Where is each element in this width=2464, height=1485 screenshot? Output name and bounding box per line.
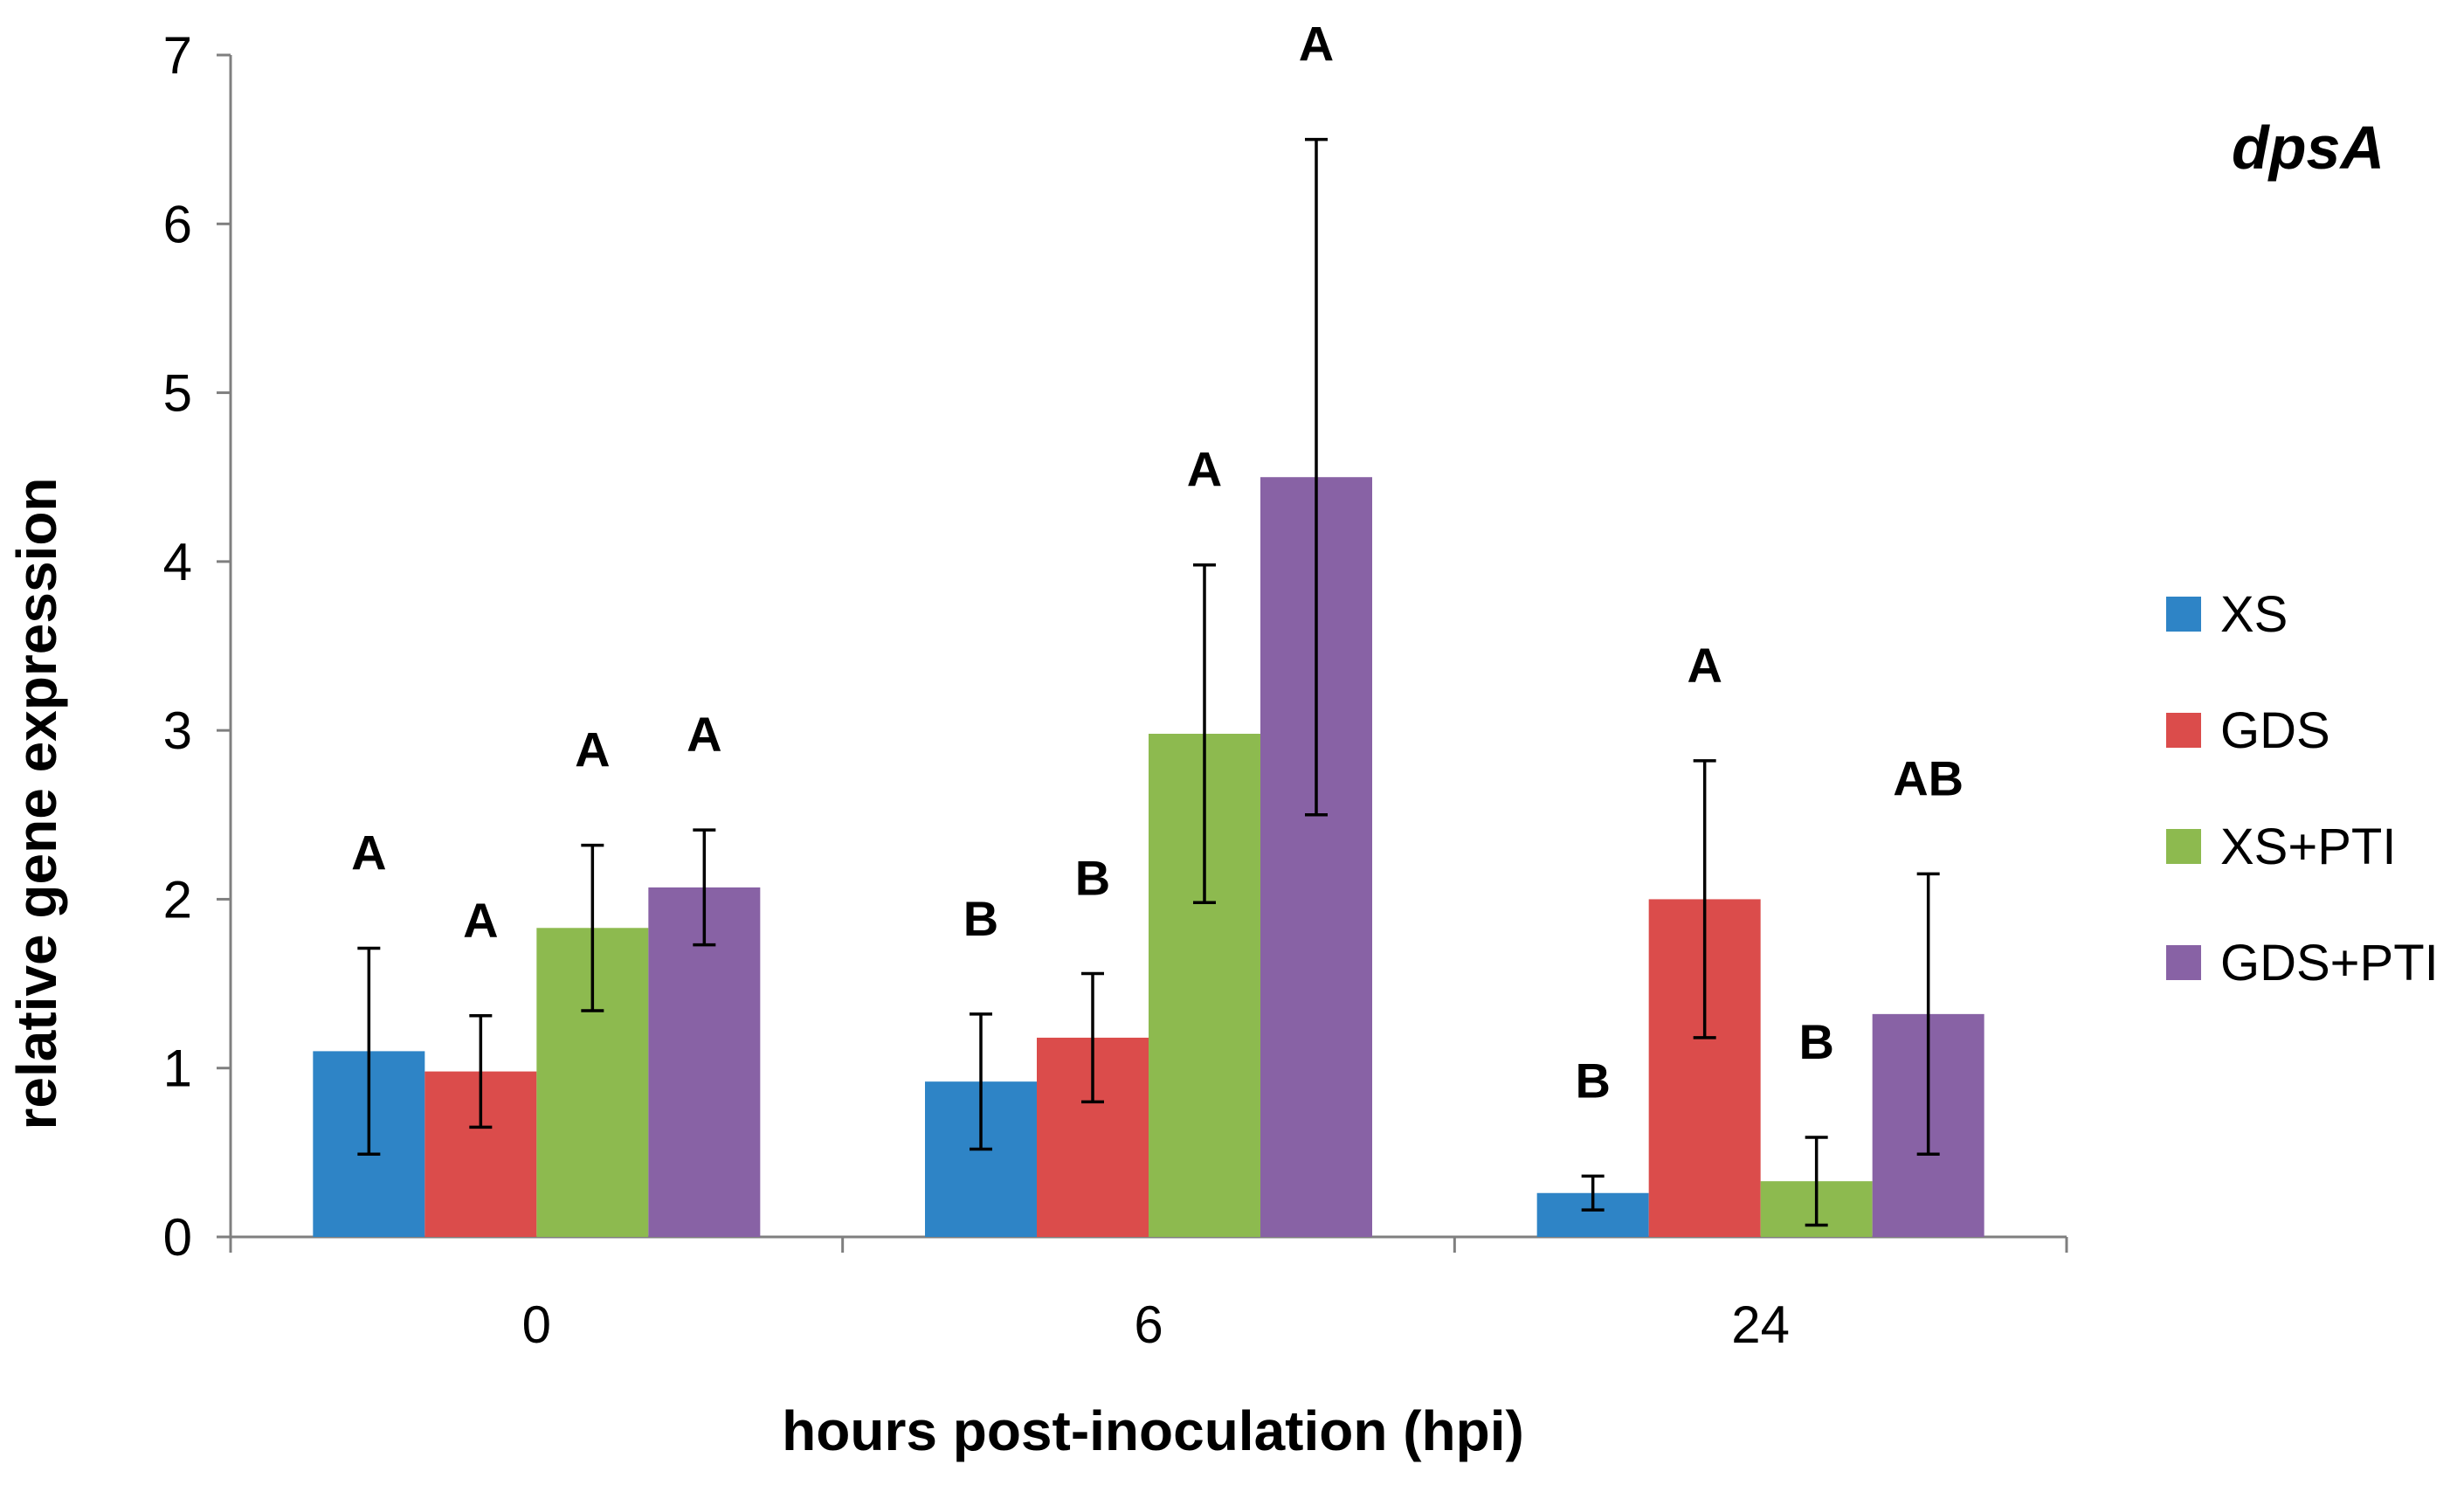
x-axis-title: hours post-inoculation (hpi) (782, 1399, 1524, 1462)
significance-letter: B (1575, 1053, 1610, 1108)
significance-letter: B (1075, 850, 1110, 905)
error-bar (1916, 872, 1940, 1157)
y-tick-label: 3 (163, 701, 192, 760)
error-bar (581, 843, 604, 1012)
legend-swatch (2166, 713, 2201, 748)
significance-letter: A (1687, 638, 1722, 693)
y-tick-label: 1 (163, 1040, 192, 1098)
x-tick-label: 6 (1134, 1295, 1163, 1354)
x-tick-label: 24 (1731, 1295, 1790, 1354)
x-tick-label: 0 (522, 1295, 551, 1354)
significance-letter: A (687, 707, 721, 762)
error-bar (469, 1014, 493, 1129)
error-bar (357, 946, 381, 1157)
legend-swatch (2166, 829, 2201, 864)
error-bars (357, 137, 1940, 1227)
error-bar (1581, 1174, 1605, 1212)
y-tick-label: 2 (163, 870, 192, 929)
legend-label: XS (2220, 586, 2288, 643)
significance-letter: AB (1893, 750, 1964, 805)
significance-letter: A (1187, 442, 1222, 497)
error-bar (970, 1012, 992, 1151)
legend-label: GDS (2220, 702, 2330, 759)
significance-letter: A (575, 722, 610, 777)
error-bar (1081, 971, 1104, 1104)
x-axis-ticks: 0 6 24 (229, 1237, 2068, 1354)
error-bar (1193, 563, 1216, 905)
legend-item: XS+PTI (2166, 818, 2396, 875)
error-bar (1305, 137, 1328, 817)
legend: XS GDS XS+PTI GDS+PTI (2166, 586, 2439, 991)
y-tick-label: 4 (163, 533, 192, 591)
legend-label: XS+PTI (2220, 818, 2396, 875)
error-bar (1805, 1136, 1828, 1227)
y-tick-label: 5 (163, 364, 192, 423)
y-axis-ticks: 0 1 2 3 4 5 6 7 (163, 26, 231, 1267)
significance-letter: A (1299, 17, 1334, 72)
y-tick-label: 6 (163, 195, 192, 253)
significance-letter: B (963, 891, 998, 946)
gene-title: dpsA (2232, 114, 2385, 182)
legend-item: GDS+PTI (2166, 935, 2439, 991)
legend-swatch (2166, 945, 2201, 980)
y-tick-label: 0 (163, 1208, 192, 1267)
bars (313, 477, 1984, 1237)
y-axis-title: relative gene expression (5, 477, 68, 1129)
legend-label: GDS+PTI (2220, 935, 2439, 991)
legend-swatch (2166, 597, 2201, 632)
significance-letter: A (463, 893, 498, 948)
legend-item: GDS (2166, 702, 2330, 759)
significance-letter: B (1798, 1014, 1833, 1069)
legend-item: XS (2166, 586, 2288, 643)
significance-letter: A (351, 825, 386, 880)
y-tick-label: 7 (163, 26, 192, 85)
error-bar (1693, 759, 1716, 1040)
error-bar (693, 828, 716, 947)
